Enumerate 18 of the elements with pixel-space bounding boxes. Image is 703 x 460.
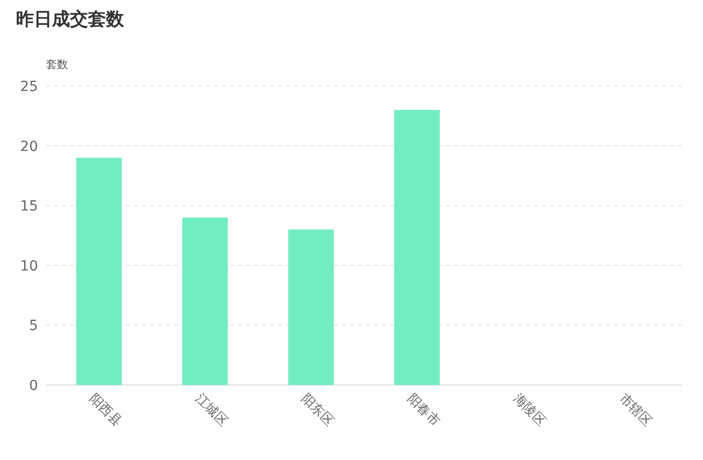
bar bbox=[76, 158, 122, 385]
x-tick-label: 海陵区 bbox=[510, 391, 548, 430]
x-tick-label: 阳西县 bbox=[86, 391, 124, 430]
x-tick-label: 市辖区 bbox=[616, 391, 654, 430]
y-tick-label: 10 bbox=[20, 258, 38, 274]
chart-title: 昨日成交套数 bbox=[16, 9, 125, 30]
bar bbox=[394, 110, 440, 385]
y-tick-label: 20 bbox=[20, 138, 38, 155]
bar bbox=[182, 218, 228, 385]
x-tick-label: 江城区 bbox=[192, 391, 230, 430]
y-tick-label: 5 bbox=[29, 318, 38, 334]
y-tick-label: 15 bbox=[20, 198, 38, 215]
x-tick-label: 阳春市 bbox=[404, 391, 442, 430]
x-tick-label: 阳东区 bbox=[298, 391, 336, 430]
y-tick-label: 25 bbox=[20, 79, 38, 95]
bar bbox=[288, 230, 334, 385]
y-axis-title: 套数 bbox=[46, 58, 68, 71]
y-tick-label: 0 bbox=[29, 378, 38, 394]
